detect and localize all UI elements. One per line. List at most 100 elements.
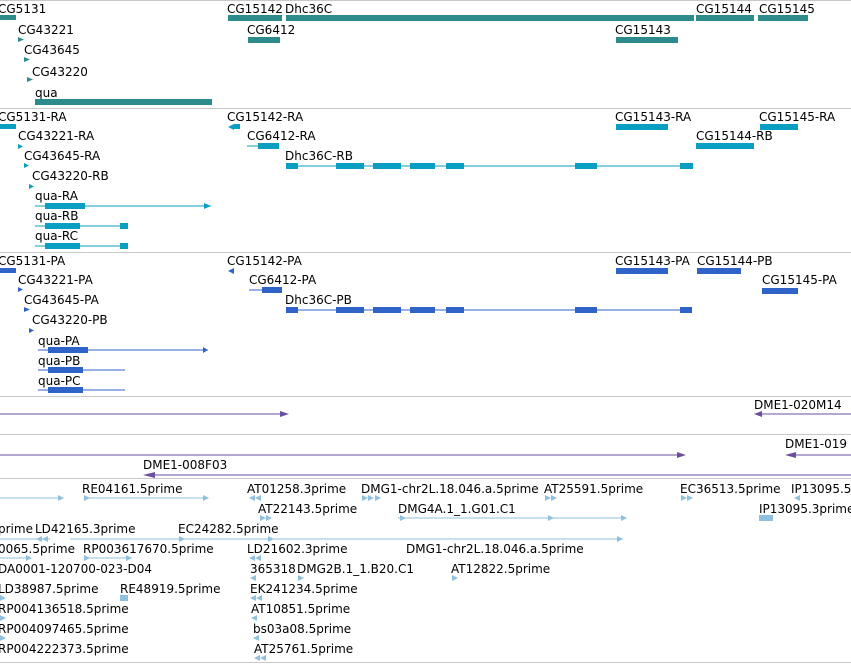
est-label[interactable]: AT25761.5prime	[254, 642, 354, 656]
est-arrow[interactable]	[260, 515, 266, 521]
protein-label[interactable]: CG43220-PB	[32, 313, 108, 327]
gene-label[interactable]: CG15143	[615, 23, 671, 37]
protein-exon[interactable]	[262, 287, 282, 293]
est-arrow[interactable]	[298, 575, 304, 581]
est-arrow[interactable]	[0, 635, 6, 641]
protein-bar[interactable]	[762, 288, 798, 294]
gene-arrow[interactable]	[18, 37, 24, 42]
est-arrow[interactable]	[255, 495, 261, 501]
protein-label[interactable]: qua-PC	[38, 374, 81, 388]
transcript-exon[interactable]	[286, 163, 298, 169]
gene-bar[interactable]	[696, 15, 754, 21]
protein-exon[interactable]	[373, 307, 401, 313]
est-arrow[interactable]	[203, 495, 209, 501]
est-label[interactable]: AT25591.5prime	[544, 482, 644, 496]
est-label[interactable]: DMG2B.1_1.B20.C1	[297, 562, 414, 576]
clone-arrow[interactable]	[143, 472, 155, 478]
est-arrow[interactable]	[368, 495, 374, 501]
protein-label[interactable]: CG15144-PB	[697, 254, 773, 268]
transcript-exon[interactable]	[45, 203, 85, 209]
est-label[interactable]: IP13095.3prime	[759, 502, 851, 516]
clone-arrow[interactable]	[280, 411, 289, 417]
transcript-exon[interactable]	[258, 143, 279, 149]
gene-bar[interactable]	[616, 37, 678, 43]
gene-bar[interactable]	[0, 15, 16, 20]
protein-exon[interactable]	[203, 347, 208, 353]
gene-label[interactable]: CG15144	[696, 2, 752, 16]
gene-bar[interactable]	[35, 99, 212, 105]
est-arrow[interactable]	[617, 536, 623, 542]
est-arrow[interactable]	[256, 595, 262, 601]
est-label[interactable]: bs03a08.5prime	[253, 622, 352, 636]
est-arrow[interactable]	[545, 495, 551, 501]
est-arrow[interactable]	[255, 555, 261, 561]
est-bar[interactable]	[759, 515, 773, 521]
est-label[interactable]: RP004222373.5prime	[0, 642, 129, 656]
transcript-bar[interactable]	[234, 124, 240, 129]
protein-exon[interactable]	[680, 307, 692, 313]
gene-bar[interactable]	[286, 15, 694, 21]
transcript-label[interactable]: qua-RC	[35, 229, 79, 243]
est-arrow[interactable]	[266, 515, 272, 521]
est-arrow[interactable]	[36, 536, 42, 542]
est-arrow[interactable]	[84, 555, 90, 561]
transcript-arrow[interactable]	[29, 184, 34, 189]
protein-label[interactable]: CG15145-PA	[762, 273, 837, 287]
gene-label[interactable]: CG15142	[227, 2, 283, 16]
est-label[interactable]: AT22143.5prime	[258, 502, 358, 516]
est-label[interactable]: 365318	[250, 562, 296, 576]
est-label[interactable]: AT01258.3prime	[247, 482, 347, 496]
protein-label[interactable]: qua-PB	[38, 354, 81, 368]
protein-exon[interactable]	[336, 307, 364, 313]
est-arrow[interactable]	[179, 536, 185, 542]
transcript-label[interactable]: CG43220-RB	[32, 169, 109, 183]
transcript-label[interactable]: qua-RA	[35, 189, 78, 203]
est-arrow[interactable]	[548, 515, 554, 521]
transcript-label[interactable]: CG15142-RA	[227, 110, 304, 124]
est-arrow[interactable]	[254, 655, 260, 661]
est-label[interactable]: DMG4A.1_1.G01.C1	[398, 502, 516, 516]
gene-arrow[interactable]	[24, 57, 30, 62]
transcript-label[interactable]: CG43221-RA	[18, 129, 95, 143]
transcript-exon[interactable]	[373, 163, 401, 169]
protein-label[interactable]: CG15143-PA	[615, 254, 690, 268]
est-label[interactable]: RP003617670.5prime	[83, 542, 214, 556]
protein-bar[interactable]	[0, 268, 16, 273]
gene-bar[interactable]	[248, 37, 280, 43]
protein-exon[interactable]	[575, 307, 597, 313]
gene-label[interactable]: CG5131	[0, 2, 47, 16]
transcript-arrow[interactable]	[24, 163, 29, 168]
clone-label[interactable]: DME1-008F03	[143, 458, 228, 472]
protein-label[interactable]: CG43221-PA	[18, 273, 93, 287]
protein-exon[interactable]	[48, 367, 83, 373]
est-arrow[interactable]	[375, 495, 381, 501]
est-arrow[interactable]	[621, 515, 627, 521]
protein-label[interactable]: CG43645-PA	[24, 293, 99, 307]
est-label[interactable]: EC36513.5prime	[680, 482, 781, 496]
est-label[interactable]: RP004136518.5prime	[0, 602, 129, 616]
est-label[interactable]: RE48919.5prime	[120, 582, 221, 596]
transcript-exon[interactable]	[410, 163, 435, 169]
transcript-label[interactable]: CG5131-RA	[0, 110, 67, 124]
gene-bar[interactable]	[228, 15, 282, 21]
protein-exon[interactable]	[48, 347, 88, 353]
transcript-label[interactable]: CG15145-RA	[759, 110, 836, 124]
transcript-label[interactable]: CG6412-RA	[247, 129, 316, 143]
est-arrow[interactable]	[58, 495, 64, 501]
est-arrow[interactable]	[126, 555, 132, 561]
transcript-bar[interactable]	[616, 124, 668, 130]
est-label[interactable]: EK241234.5prime	[250, 582, 358, 596]
transcript-exon[interactable]	[680, 163, 693, 169]
transcript-label[interactable]: Dhc36C-RB	[285, 149, 353, 163]
est-arrow[interactable]	[794, 495, 800, 501]
est-arrow[interactable]	[250, 595, 256, 601]
gene-label[interactable]: qua	[35, 86, 58, 100]
est-arrow[interactable]	[249, 495, 255, 501]
transcript-bar[interactable]	[0, 124, 16, 129]
protein-exon[interactable]	[286, 307, 298, 313]
transcript-bar[interactable]	[760, 124, 798, 130]
protein-label[interactable]: qua-PA	[38, 334, 80, 348]
transcript-bar[interactable]	[696, 143, 754, 149]
protein-label[interactable]: CG5131-PA	[0, 254, 66, 268]
protein-exon[interactable]	[48, 387, 83, 393]
